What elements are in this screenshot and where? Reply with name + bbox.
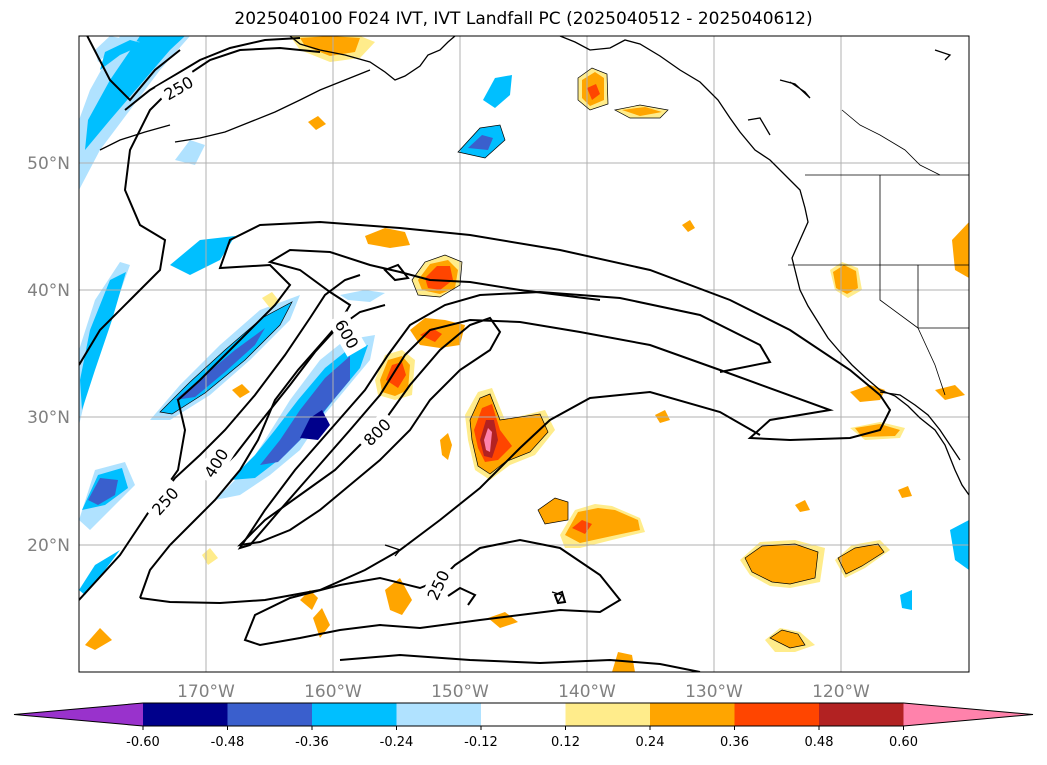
lat-label-30n: 30°N	[27, 408, 70, 428]
colorbar-tick-label: 0.24	[636, 735, 665, 750]
colorbar-tick-label: -0.48	[211, 735, 245, 750]
colorbar-tick-label: -0.24	[380, 735, 414, 750]
political-borders	[788, 109, 969, 396]
colorbar-extend-max	[903, 703, 1033, 726]
colorbar-segment	[565, 703, 651, 726]
colorbar-segment	[312, 703, 397, 726]
lat-label-20n: 20°N	[27, 536, 70, 556]
lon-label-130w: 130°W	[685, 682, 743, 702]
colorbar-segment	[734, 703, 820, 726]
colorbar-tick-label: 0.36	[720, 735, 749, 750]
colorbar-segment	[396, 703, 482, 726]
colorbar-segment	[481, 703, 566, 726]
coastlines	[99, 36, 969, 603]
contour-labels: 250 400 600 800 250 250	[143, 67, 457, 608]
map-title: 2025040100 F024 IVT, IVT Landfall PC (20…	[234, 9, 813, 29]
colorbar-segment	[650, 703, 735, 726]
longitude-labels: 170°W 160°W 150°W 140°W 130°W 120°W	[177, 682, 870, 702]
lon-label-160w: 160°W	[304, 682, 362, 702]
colorbar-segment	[819, 703, 904, 726]
lon-label-170w: 170°W	[177, 682, 235, 702]
map-frame	[78, 35, 970, 673]
positive-pc-shading	[85, 36, 969, 672]
colorbar-segment	[143, 703, 228, 726]
colorbar-tick-label: 0.48	[805, 735, 834, 750]
lat-label-50n: 50°N	[27, 154, 70, 174]
colorbar-extend-min	[14, 703, 143, 726]
lon-label-150w: 150°W	[431, 682, 489, 702]
lat-label-40n: 40°N	[27, 281, 70, 301]
ivt-contours	[79, 36, 892, 672]
colorbar-segment	[227, 703, 313, 726]
graticule	[79, 36, 969, 672]
colorbar-tick-label: -0.36	[295, 735, 329, 750]
colorbar-tick-label: -0.12	[464, 735, 498, 750]
colorbar-tick-label: 0.12	[551, 735, 580, 750]
map-area: 250 400 600 800 250 250	[79, 36, 969, 672]
pc-contour-outlines	[159, 67, 885, 649]
colorbar-tick-label: -0.60	[126, 735, 160, 750]
latitude-labels: 20°N 30°N 40°N 50°N	[27, 154, 70, 556]
colorbar-tick-label: 0.60	[889, 735, 918, 750]
lon-label-120w: 120°W	[812, 682, 870, 702]
lon-label-140w: 140°W	[558, 682, 616, 702]
colorbar: -0.60 -0.48 -0.36 -0.24 -0.12 0.12 0.24 0.36 0.4…	[13, 702, 1034, 750]
